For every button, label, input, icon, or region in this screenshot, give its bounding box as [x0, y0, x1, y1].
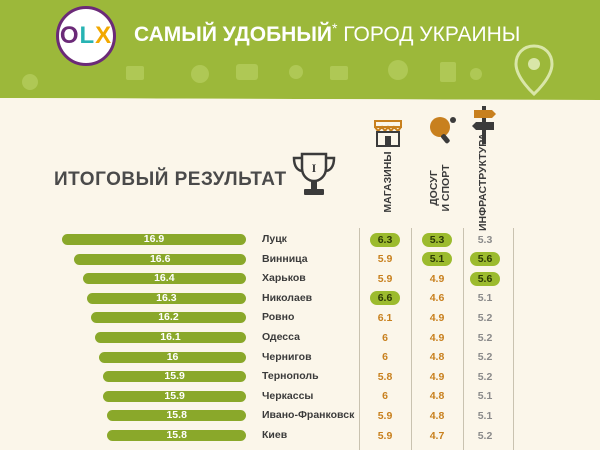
- infra-score: 5.1: [477, 390, 493, 403]
- infra-score: 5.1: [477, 409, 493, 422]
- city-label: Чернигов: [262, 350, 312, 363]
- logo-letter: O: [59, 22, 80, 49]
- signpost-icon: [472, 106, 496, 144]
- city-label: Николаев: [262, 291, 313, 304]
- infra-score: 5.1: [477, 292, 493, 305]
- header-title-rest: ГОРОД УКРАИНЫ: [343, 23, 521, 46]
- total-value-label: 16: [166, 350, 179, 363]
- shops-score: 5.9: [377, 253, 393, 266]
- leisure-score: 4.8: [429, 390, 445, 403]
- shop-icon: [374, 120, 402, 147]
- city-label: Черкассы: [262, 389, 314, 402]
- column-header-leisure-line1: ДОСУГ: [428, 170, 440, 206]
- shops-score: 5.9: [377, 429, 393, 442]
- logo-letter: L: [79, 22, 96, 49]
- column-header-shops-text: МАГАЗИНЫ: [382, 151, 394, 213]
- city-label: Одесса: [262, 331, 300, 343]
- leisure-score: 4.9: [429, 311, 445, 324]
- total-value-label: 15.9: [164, 370, 185, 383]
- leisure-score: 4.9: [429, 331, 445, 344]
- total-value-label: 16.6: [149, 252, 171, 265]
- header-background: [0, 0, 600, 112]
- location-pin-icon: [514, 44, 554, 96]
- shops-score: 6: [382, 390, 388, 403]
- total-value-label: 16.2: [158, 311, 179, 324]
- total-bar: [86, 292, 246, 304]
- city-label: Киев: [262, 429, 288, 441]
- total-bar: [90, 312, 246, 324]
- leisure-score: 4.7: [429, 429, 445, 442]
- total-bar: [99, 351, 246, 363]
- total-value-label: 16.4: [154, 272, 175, 285]
- total-value-label: 15.8: [166, 409, 187, 422]
- total-bar: [107, 410, 246, 422]
- total-bar: [62, 234, 246, 245]
- shops-score: 6.6: [370, 291, 400, 306]
- city-label: Тернополь: [262, 370, 319, 383]
- logo-letter: X: [95, 22, 113, 49]
- infra-score: 5.2: [477, 331, 493, 344]
- title-asterisk: *: [332, 20, 338, 36]
- column-header-infra: ИНФРАСТРУКТУРА: [477, 133, 489, 231]
- city-label: Харьков: [262, 272, 306, 285]
- leisure-score: 4.9: [429, 370, 445, 383]
- leisure-score: 5.1: [422, 252, 452, 267]
- total-value-label: 15.8: [166, 429, 187, 441]
- total-value-label: 16.9: [143, 233, 165, 245]
- city-label: Ивано-Франковск: [262, 409, 355, 422]
- leisure-score: 4.8: [429, 409, 445, 422]
- header-title: САМЫЙ УДОБНЫЙ* ГОРОД УКРАИНЫ: [134, 20, 520, 47]
- shops-score: 6: [382, 351, 388, 364]
- trophy-label: I: [312, 161, 317, 175]
- infra-score: 5.3: [477, 233, 493, 246]
- shops-score: 6: [382, 331, 388, 344]
- chart-title: ИТОГОВЫЙ РЕЗУЛЬТАТ: [54, 169, 287, 190]
- total-bar: [107, 430, 246, 441]
- column-header-leisure: ДОСУГ И СПОРТ: [428, 143, 452, 233]
- infra-score: 5.6: [470, 271, 500, 286]
- column-separator: [411, 228, 412, 450]
- city-label: Луцк: [262, 233, 287, 245]
- leisure-score: 4.9: [429, 272, 445, 285]
- column-separator: [463, 228, 464, 450]
- total-value-label: 16.3: [156, 291, 177, 304]
- ping-pong-icon: [430, 117, 456, 144]
- total-bar: [95, 332, 246, 343]
- shops-score: 6.1: [377, 311, 393, 324]
- infra-score: 5.2: [477, 370, 493, 383]
- trophy-icon: I: [292, 152, 336, 195]
- total-value-label: 15.9: [164, 389, 185, 402]
- infra-score: 5.2: [477, 351, 493, 364]
- column-separator: [513, 228, 514, 450]
- total-bar: [103, 371, 246, 383]
- shops-score: 6.3: [370, 232, 400, 247]
- shops-score: 5.9: [377, 409, 393, 422]
- city-label: Винница: [262, 252, 308, 265]
- header-title-bold: САМЫЙ УДОБНЫЙ: [134, 23, 332, 46]
- total-bar: [103, 390, 246, 402]
- total-value-label: 16.1: [160, 331, 181, 343]
- column-separator: [359, 228, 360, 450]
- leisure-score: 4.8: [429, 351, 445, 364]
- column-header-leisure-line2: И СПОРТ: [440, 164, 452, 212]
- shops-score: 5.8: [377, 370, 393, 383]
- column-header-shops: МАГАЗИНЫ: [382, 137, 394, 227]
- leisure-score: 5.3: [422, 232, 452, 247]
- column-header-infra-text: ИНФРАСТРУКТУРА: [477, 133, 489, 231]
- infra-score: 5.6: [470, 252, 500, 267]
- infra-score: 5.2: [477, 429, 493, 442]
- city-label: Ровно: [262, 311, 295, 324]
- leisure-score: 4.6: [429, 292, 445, 305]
- total-bar: [74, 253, 246, 265]
- infra-score: 5.2: [477, 311, 493, 324]
- total-bar: [82, 273, 246, 285]
- shops-score: 5.9: [377, 272, 393, 285]
